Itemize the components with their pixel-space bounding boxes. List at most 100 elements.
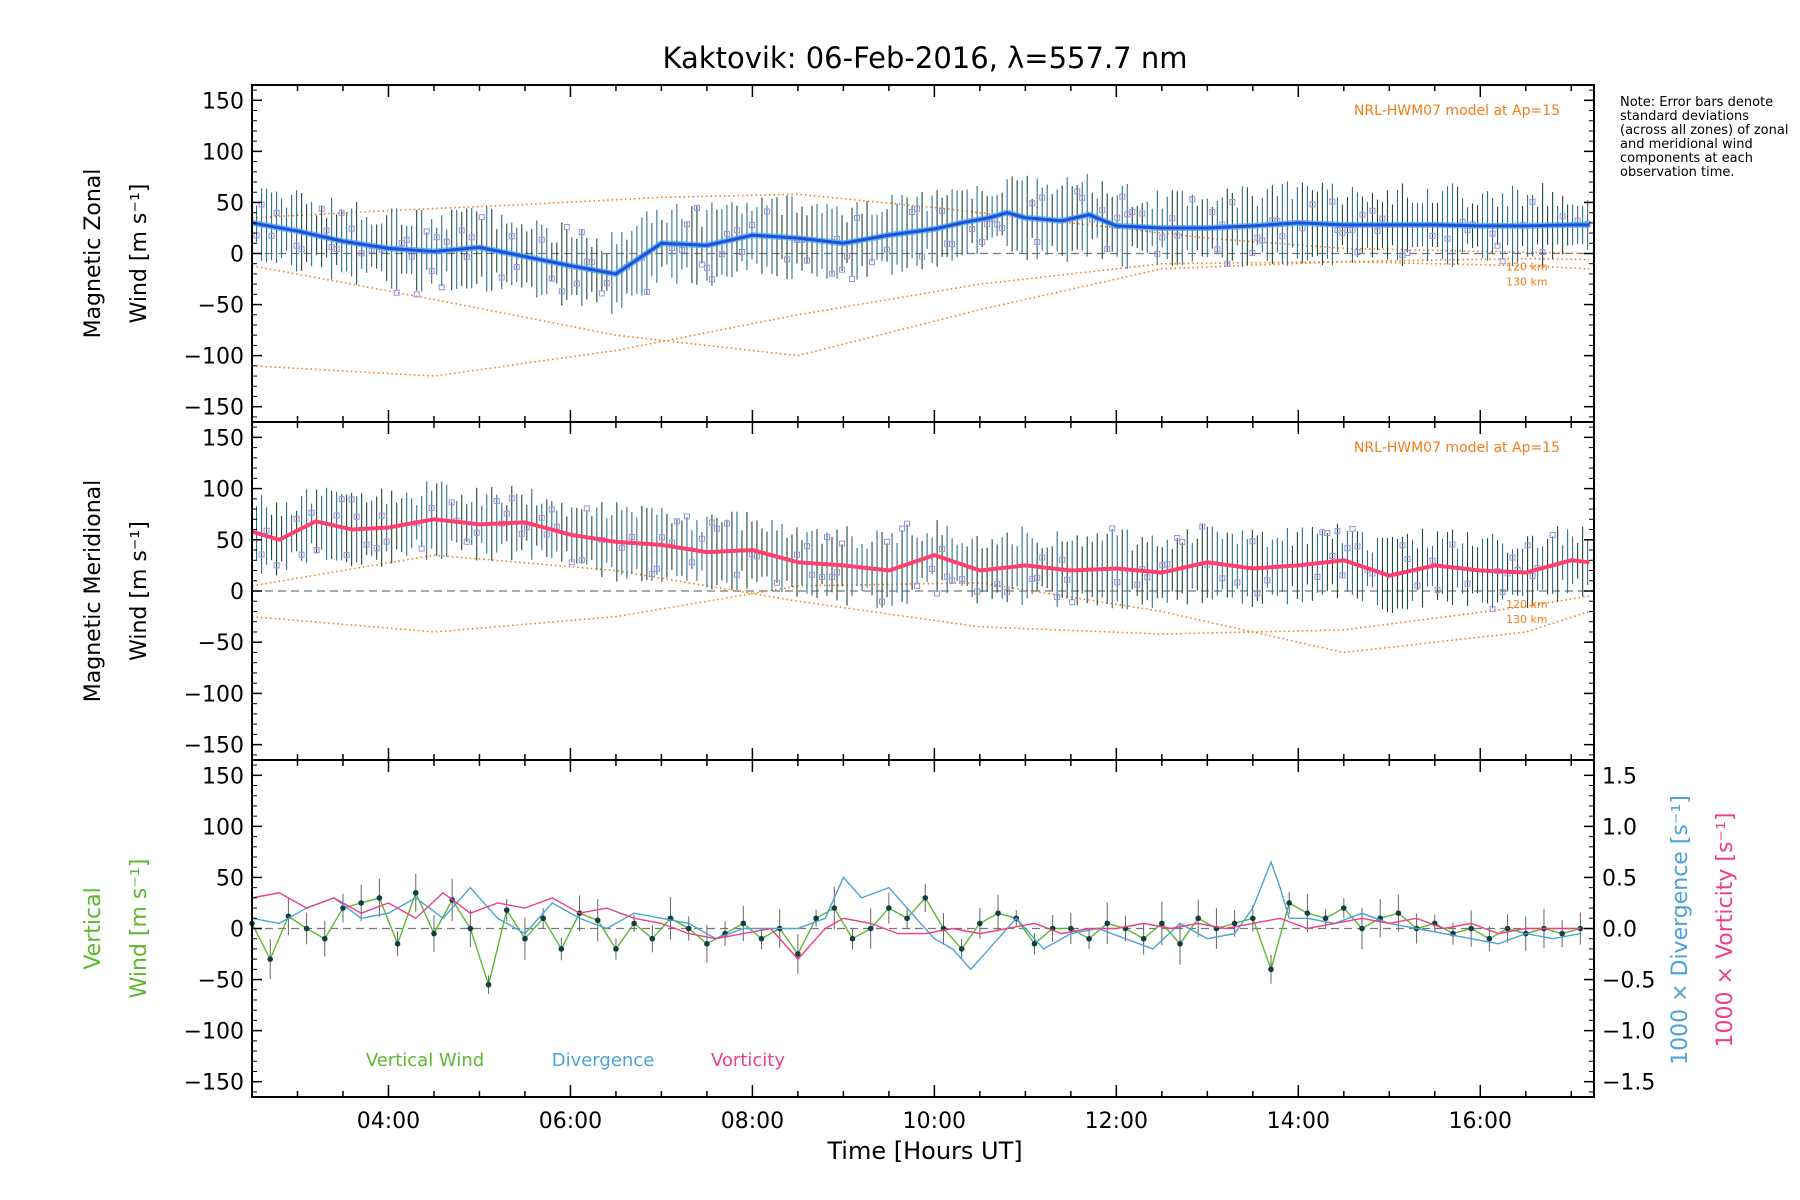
scatter-point bbox=[939, 545, 946, 552]
scatter-point bbox=[819, 573, 826, 580]
scatter-point bbox=[578, 229, 585, 236]
y2-tick-label: 1.5 bbox=[1602, 764, 1637, 789]
model-label: NRL-HWM07 model at Ap=15 bbox=[1354, 440, 1560, 456]
scatter-point bbox=[783, 256, 790, 263]
scatter-point bbox=[443, 238, 450, 245]
vertical-wind-point bbox=[958, 946, 965, 952]
scatter-point bbox=[378, 512, 385, 519]
scatter-point bbox=[979, 239, 986, 246]
x-tick-label: 06:00 bbox=[539, 1109, 602, 1134]
vertical-wind-point bbox=[704, 941, 710, 947]
y2-tick-label: −1.5 bbox=[1602, 1071, 1655, 1096]
scatter-point bbox=[573, 280, 580, 287]
scatter-point bbox=[839, 266, 846, 273]
vertical-wind-point bbox=[831, 905, 838, 911]
scatter-point bbox=[984, 221, 991, 228]
scatter-point bbox=[333, 246, 340, 253]
scatter-point bbox=[1489, 230, 1496, 237]
y-tick-label: 50 bbox=[216, 866, 244, 891]
scatter-point bbox=[498, 274, 505, 281]
scatter-point bbox=[513, 263, 520, 270]
scatter-point bbox=[869, 259, 876, 266]
y-tick-label: 100 bbox=[202, 478, 244, 503]
y-tick-label: 0 bbox=[230, 243, 244, 268]
vertical-wind-point bbox=[1468, 925, 1474, 932]
zonal-mean-line bbox=[251, 211, 1590, 276]
y-label-line1: Vertical bbox=[81, 887, 106, 969]
scatter-point bbox=[1079, 194, 1086, 201]
x-tick-label: 14:00 bbox=[1267, 1109, 1330, 1134]
scatter-point bbox=[1254, 590, 1261, 597]
scatter-point bbox=[1404, 250, 1411, 257]
scatter-point bbox=[618, 544, 625, 551]
vertical-wind-point bbox=[995, 910, 1001, 916]
scatter-point bbox=[338, 209, 345, 216]
vertical-wind-point bbox=[649, 935, 656, 942]
vertical-wind-point bbox=[904, 915, 910, 922]
vertical-wind-point bbox=[922, 895, 929, 901]
scatter-point bbox=[919, 253, 926, 260]
scatter-point bbox=[1444, 235, 1451, 242]
scatter-point bbox=[1349, 525, 1356, 532]
vertical-wind-point bbox=[1395, 910, 1402, 916]
scatter-point bbox=[723, 230, 730, 237]
scatter-point bbox=[463, 253, 470, 260]
scatter-point bbox=[994, 581, 1001, 588]
scatter-point bbox=[1164, 561, 1171, 568]
y-tick-label: −50 bbox=[198, 294, 244, 319]
vertical-wind-point bbox=[340, 905, 346, 911]
scatter-point bbox=[974, 588, 981, 595]
scatter-point bbox=[398, 239, 405, 246]
scatter-point bbox=[1139, 210, 1146, 217]
scatter-point bbox=[879, 598, 886, 605]
scatter-point bbox=[884, 538, 891, 545]
y-tick-label: 150 bbox=[202, 764, 244, 789]
scatter-point bbox=[518, 530, 525, 537]
y-label-line1: Magnetic Meridional bbox=[81, 480, 106, 702]
error-bars bbox=[255, 481, 1589, 614]
vertical-wind-point bbox=[522, 935, 528, 942]
y-label-line1: Magnetic Zonal bbox=[81, 169, 106, 339]
vertical-wind-point bbox=[431, 930, 437, 937]
scatter-point bbox=[1029, 200, 1036, 207]
scatter-point bbox=[313, 547, 320, 554]
y-tick-label: −50 bbox=[198, 969, 244, 994]
scatter-point bbox=[723, 520, 730, 527]
model-curve-label: 120 km bbox=[1506, 598, 1548, 611]
scatter-point bbox=[1034, 574, 1041, 581]
vertical-wind-point bbox=[685, 925, 692, 932]
scatter-point bbox=[1119, 193, 1126, 200]
scatter-point bbox=[1219, 575, 1226, 582]
scatter-point bbox=[493, 497, 500, 504]
scatter-point bbox=[1054, 593, 1061, 600]
scatter-point bbox=[1109, 525, 1116, 532]
scatter-point bbox=[263, 527, 270, 534]
scatter-point bbox=[748, 222, 755, 229]
scatter-point bbox=[693, 204, 700, 211]
scatter-point bbox=[1354, 249, 1361, 256]
y-tick-label: −50 bbox=[198, 631, 244, 656]
x-axis-label: Time [Hours UT] bbox=[826, 1137, 1022, 1165]
scatter-point bbox=[428, 504, 435, 511]
vertical-wind-point bbox=[376, 895, 383, 901]
vertical-wind-point bbox=[1177, 941, 1183, 947]
vertical-wind-point bbox=[321, 935, 328, 942]
scatter-point bbox=[658, 534, 665, 541]
error-bars bbox=[255, 173, 1589, 315]
scatter-point bbox=[438, 284, 445, 291]
vertical-wind-point bbox=[594, 917, 601, 924]
scatter-point bbox=[1499, 589, 1506, 596]
scatter-point bbox=[994, 221, 1001, 228]
scatter-point bbox=[1174, 232, 1181, 239]
scatter-point bbox=[628, 534, 635, 541]
scatter-point bbox=[538, 514, 545, 521]
y2-tick-label: −1.0 bbox=[1602, 1020, 1655, 1045]
scatter-point bbox=[578, 557, 585, 564]
scatter-point bbox=[258, 551, 265, 558]
scatter-point bbox=[803, 257, 810, 264]
scatter-point bbox=[1339, 230, 1346, 237]
scatter-point bbox=[478, 214, 485, 221]
scatter-point bbox=[733, 227, 740, 234]
scatter-point bbox=[969, 226, 976, 233]
scatter-point bbox=[824, 534, 831, 541]
